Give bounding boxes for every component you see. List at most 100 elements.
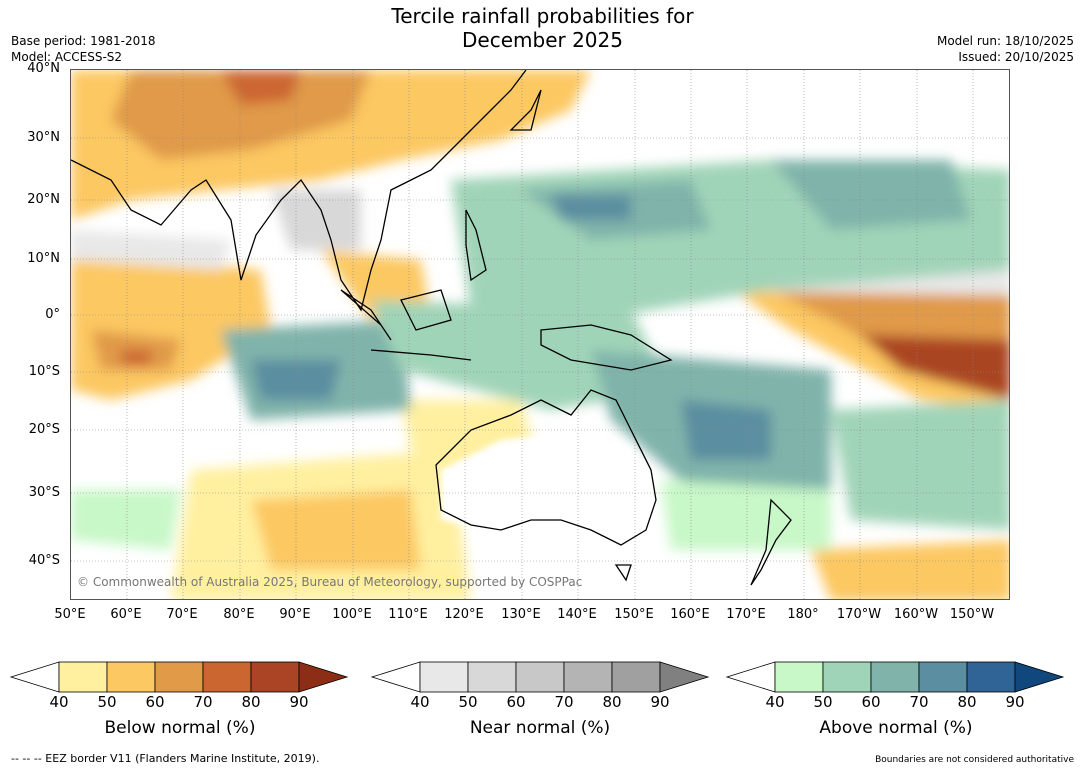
model-text: Model: ACCESS-S2	[11, 50, 123, 64]
lon-tick-110e: 110°E	[388, 607, 428, 622]
above-normal-central-pacific	[771, 160, 971, 230]
tasmania-coastline	[614, 564, 632, 582]
japan-coastline	[509, 89, 542, 131]
cbar2-tick-90: 90	[1005, 693, 1025, 711]
colorbar-0-segment-2	[154, 661, 204, 693]
lon-tick-60e: 60°E	[110, 607, 142, 622]
cbar1-tick-70: 70	[554, 693, 574, 711]
lon-tick-120e: 120°E	[444, 607, 484, 622]
colorbar-1-segment-4	[611, 661, 661, 693]
australia-interior-region	[441, 430, 651, 540]
lon-tick-170e: 170°E	[726, 607, 766, 622]
lon-tick-160w: 160°W	[893, 607, 939, 622]
rainfall-map: © Commonwealth of Australia 2025, Bureau…	[70, 69, 1010, 600]
lat-tick-20s: 20°S	[28, 422, 60, 437]
colorbar-2-left-extend	[725, 661, 776, 693]
cbar0-tick-60: 60	[145, 693, 165, 711]
near-normal-indochina	[271, 190, 361, 250]
footer-eez-note: -- -- -- EEZ border V11 (Flanders Marine…	[11, 752, 320, 765]
colorbar-below-normal	[9, 661, 349, 693]
lon-tick-140e: 140°E	[557, 607, 597, 622]
philippines-coastline	[465, 209, 487, 282]
colorbar-0-left-extend	[9, 661, 60, 693]
above-normal-maritime-continent	[371, 300, 671, 410]
cbar0-tick-80: 80	[241, 693, 261, 711]
australia-coastline	[435, 389, 657, 546]
colorbar-1-left-extend	[370, 661, 421, 693]
model-run-text: Model run: 18/10/2025	[936, 34, 1074, 48]
lat-tick-30n: 30°N	[27, 130, 60, 145]
meta-left: Base period: 1981-2018 Model: ACCESS-S2	[11, 33, 156, 65]
colorbar-above-normal	[725, 661, 1065, 693]
below-normal-asia-core	[111, 70, 371, 160]
graticule	[71, 70, 1009, 599]
lat-tick-40s: 40°S	[28, 553, 60, 568]
cbar2-tick-50: 50	[813, 693, 833, 711]
lat-tick-20n: 20°N	[27, 192, 60, 207]
cbar2-tick-40: 40	[765, 693, 785, 711]
colorbar-label-near-normal: Near normal (%)	[469, 718, 611, 738]
map-title-line2: December 2025	[462, 28, 623, 52]
cbar0-tick-40: 40	[49, 693, 69, 711]
colorbar-0-segment-3	[202, 661, 252, 693]
lon-tick-150w: 150°W	[949, 607, 995, 622]
cbar2-tick-60: 60	[861, 693, 881, 711]
colorbar-label-below-normal: Below normal (%)	[104, 718, 256, 738]
colorbar-0-right-extend	[298, 661, 349, 693]
map-title-line1: Tercile rainfall probabilities for	[391, 4, 694, 28]
lon-tick-80e: 80°E	[223, 607, 255, 622]
below-normal-asia-strong	[221, 70, 301, 105]
above-normal-philippine-core	[551, 195, 631, 220]
below-normal-south-indian-core	[251, 490, 421, 570]
below-normal-indian-spot	[121, 350, 151, 365]
cbar0-tick-50: 50	[97, 693, 117, 711]
colorbar-near-normal	[370, 661, 710, 693]
above-normal-south-pacific	[831, 400, 1009, 530]
lon-tick-100e: 100°E	[332, 607, 372, 622]
new-zealand-coastline	[750, 498, 792, 586]
issued-text: Issued: 20/10/2025	[958, 50, 1074, 64]
colorbar-2-segment-3	[918, 661, 968, 693]
lon-tick-170w: 170°W	[836, 607, 882, 622]
lon-tick-50e: 50°E	[54, 607, 86, 622]
java-coastline	[370, 349, 472, 361]
copyright-text: © Commonwealth of Australia 2025, Bureau…	[77, 575, 583, 589]
coastlines	[71, 70, 792, 586]
colorbar-2-right-extend	[1014, 661, 1065, 693]
cbar1-tick-80: 80	[602, 693, 622, 711]
colorbar-1-segment-1	[467, 661, 517, 693]
lon-tick-130e: 130°E	[501, 607, 541, 622]
cbar1-tick-60: 60	[506, 693, 526, 711]
lon-tick-90e: 90°E	[279, 607, 311, 622]
cbar1-tick-50: 50	[458, 693, 478, 711]
base-period-text: Base period: 1981-2018	[11, 34, 156, 48]
cbar0-tick-90: 90	[289, 693, 309, 711]
colorbar-1-right-extend	[659, 661, 710, 693]
colorbar-label-above-normal: Above normal (%)	[819, 718, 973, 738]
above-normal-sw-indian	[71, 490, 181, 550]
rainfall-map-svg	[71, 70, 1009, 599]
lon-tick-150e: 150°E	[614, 607, 654, 622]
new-guinea-coastline	[540, 324, 673, 371]
cbar1-tick-90: 90	[650, 693, 670, 711]
lat-tick-10s: 10°S	[28, 364, 60, 379]
colorbar-2-segment-4	[966, 661, 1016, 693]
sumatra-coastline	[340, 289, 392, 341]
near-normal-arabian-sea	[71, 230, 231, 270]
above-normal-tasman	[661, 480, 831, 550]
cbar1-tick-40: 40	[410, 693, 430, 711]
borneo-coastline	[400, 289, 452, 331]
colorbar-0-segment-1	[106, 661, 156, 693]
colorbar-2-segment-0	[774, 661, 824, 693]
colorbar-2-segment-1	[822, 661, 872, 693]
lon-tick-160e: 160°E	[670, 607, 710, 622]
lat-tick-30s: 30°S	[28, 485, 60, 500]
cbar2-tick-70: 70	[909, 693, 929, 711]
colorbar-0-segment-0	[58, 661, 108, 693]
lat-tick-40n: 40°N	[27, 61, 60, 76]
meta-right: Model run: 18/10/2025 Issued: 20/10/2025	[937, 33, 1074, 65]
asia-coastline	[71, 70, 527, 312]
colorbar-1-segment-2	[515, 661, 565, 693]
colorbar-1-segment-3	[563, 661, 613, 693]
map-title: Tercile rainfall probabilities for Decem…	[0, 4, 1085, 52]
